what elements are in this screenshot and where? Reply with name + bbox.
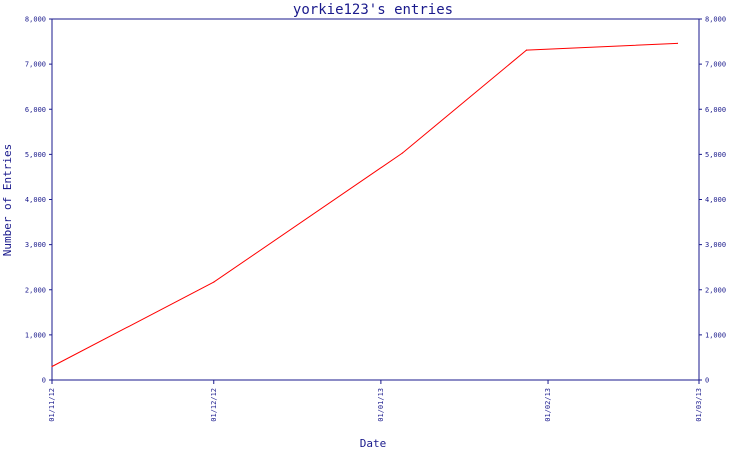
y-tick-label-left: 7,000 <box>25 61 46 69</box>
x-axis-title: Date <box>360 437 387 450</box>
plot-frame <box>51 18 700 381</box>
x-tick-label: 01/02/13 <box>544 388 552 422</box>
plot-area: 0 0 1,000 1,000 2,000 2,000 3,000 3,000 4,000 4,0… <box>25 16 726 422</box>
y-tick-label-left: 0 <box>42 377 46 385</box>
y-tick-label-right: 0 <box>705 377 709 385</box>
y-tick-label-right: 4,000 <box>705 196 726 204</box>
y-tick-label-left: 1,000 <box>25 331 46 339</box>
x-tick-label: 01/11/12 <box>48 388 56 422</box>
y-tick-label-left: 8,000 <box>25 16 46 24</box>
y-tick-label-right: 1,000 <box>705 331 726 339</box>
y-tick-label-left: 2,000 <box>25 286 46 294</box>
data-point <box>525 49 528 51</box>
y-tick-label-right: 7,000 <box>705 61 726 69</box>
data-point <box>401 152 404 154</box>
y-tick-label-left: 4,000 <box>25 196 46 204</box>
chart-title: yorkie123's entries <box>293 2 453 18</box>
y-tick-label-left: 5,000 <box>25 151 46 159</box>
y-tick-label-right: 5,000 <box>705 151 726 159</box>
y-tick-label-right: 2,000 <box>705 286 726 294</box>
y-tick-label-left: 6,000 <box>25 106 46 114</box>
data-point <box>676 42 679 44</box>
y-tick-label-left: 3,000 <box>25 241 46 249</box>
y-tick-label-right: 6,000 <box>705 106 726 114</box>
x-tick-label: 01/12/12 <box>210 388 218 422</box>
x-tick-label: 01/03/13 <box>695 388 703 422</box>
series-line <box>51 42 678 367</box>
data-point <box>51 365 53 368</box>
data-point <box>213 281 215 283</box>
y-tick-label-right: 3,000 <box>705 241 726 249</box>
y-tick-label-right: 8,000 <box>705 16 726 24</box>
x-tick-label: 01/01/13 <box>377 388 385 422</box>
y-axis-title: Number of Entries <box>1 144 14 257</box>
